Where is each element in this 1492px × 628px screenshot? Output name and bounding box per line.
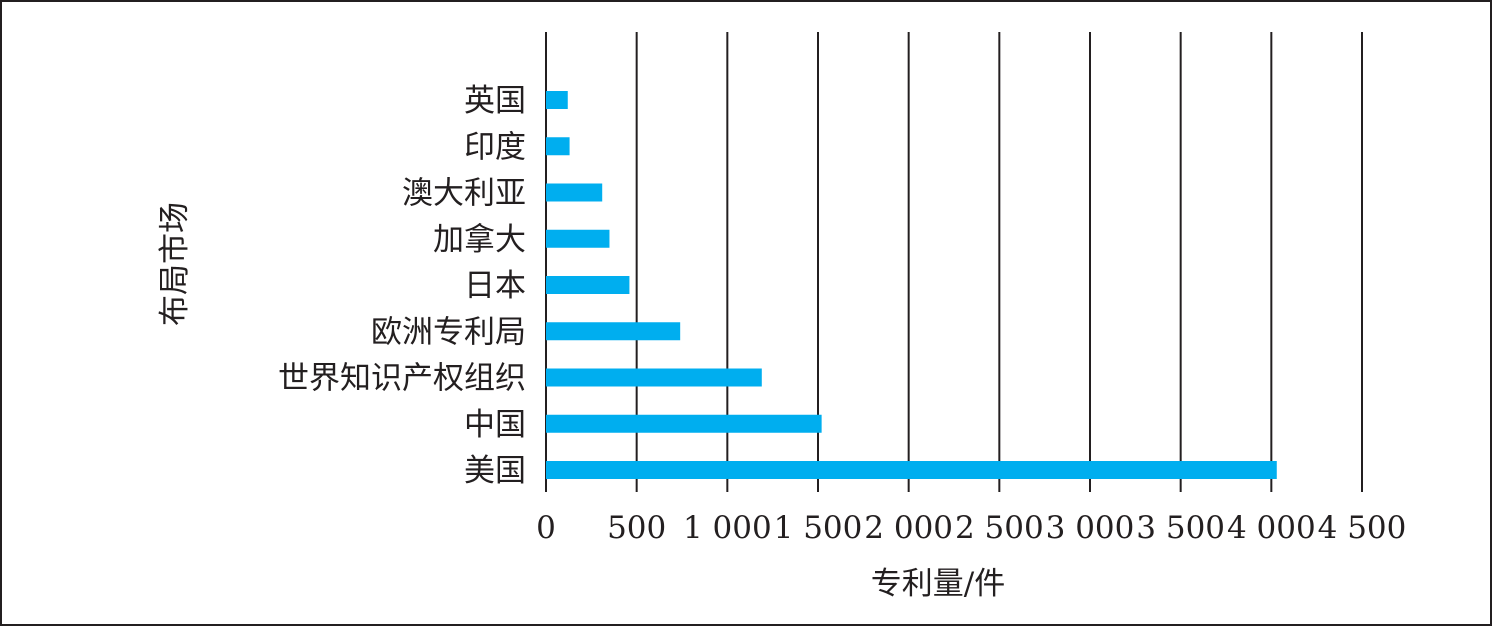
x-tick-label: 3 500 xyxy=(1136,510,1225,546)
bar xyxy=(546,276,630,294)
x-tick-label: 500 xyxy=(607,510,666,546)
bar xyxy=(546,368,762,387)
bar xyxy=(546,461,1277,479)
x-tick-label: 3 000 xyxy=(1046,510,1135,546)
x-tick-label: 4 500 xyxy=(1318,510,1407,546)
category-label: 美国 xyxy=(464,453,526,489)
category-label: 日本 xyxy=(464,268,526,304)
bar xyxy=(546,322,681,341)
y-axis-label: 布局市场 xyxy=(157,202,193,326)
category-label: 澳大利亚 xyxy=(402,176,526,212)
x-tick-label: 2 000 xyxy=(864,510,953,546)
x-axis-label: 专利量/件 xyxy=(871,566,1005,602)
x-tick-labels: 0 500 1 000 1 500 2 000 2 500 3 000 3 500 4 000 4… xyxy=(536,510,1406,546)
category-label: 欧洲专利局 xyxy=(371,314,526,350)
x-tick-label: 0 xyxy=(536,510,556,546)
bar xyxy=(546,414,822,433)
bar xyxy=(546,183,603,202)
category-label: 世界知识产权组织 xyxy=(278,361,526,397)
category-label: 加拿大 xyxy=(433,222,526,258)
x-tick-label: 4 000 xyxy=(1227,510,1316,546)
bar xyxy=(546,229,610,248)
x-tick-label: 2 500 xyxy=(955,510,1044,546)
bar xyxy=(546,137,570,156)
bars xyxy=(546,91,1277,479)
category-label: 印度 xyxy=(464,129,526,165)
grid-lines xyxy=(545,32,1363,492)
category-label: 中国 xyxy=(464,407,526,443)
x-tick-label: 1 000 xyxy=(683,510,772,546)
x-tick-label: 1 500 xyxy=(774,510,863,546)
bar xyxy=(546,91,568,109)
category-label: 英国 xyxy=(464,83,526,119)
